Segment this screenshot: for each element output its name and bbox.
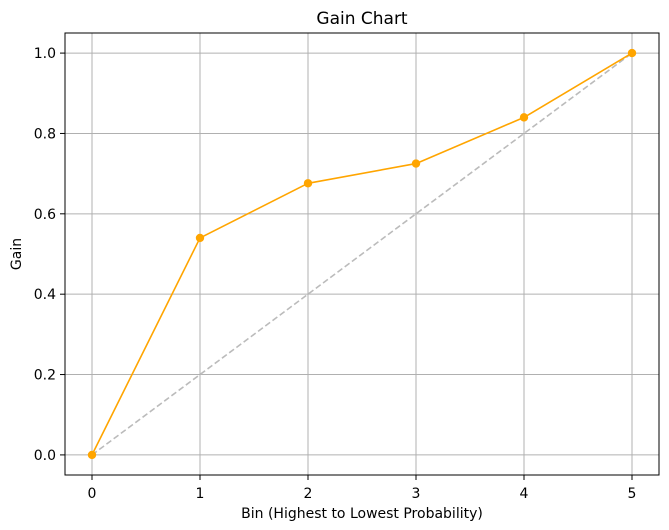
baseline-series-line — [91, 52, 633, 456]
gain-data-point — [195, 233, 205, 243]
x-tick-label: 5 — [628, 486, 637, 502]
x-tick-label: 1 — [196, 486, 205, 502]
gain-data-point — [87, 450, 97, 460]
grid-lines — [65, 33, 659, 475]
y-tick-label: 0.2 — [34, 368, 56, 384]
gain-data-point — [303, 179, 313, 188]
chart-title: Gain Chart — [316, 9, 408, 29]
x-tick-label: 0 — [88, 486, 97, 502]
gain-data-point — [627, 48, 637, 58]
y-tick-label: 1.0 — [34, 46, 56, 62]
series-layer — [87, 48, 637, 460]
x-tick-label: 2 — [304, 486, 313, 502]
y-tick-label: 0.6 — [34, 207, 56, 223]
gain-data-point — [411, 159, 421, 168]
gain-data-point — [519, 113, 529, 122]
y-axis-ticks: 0.0 0.2 0.4 0.6 0.8 1.0 — [34, 46, 65, 464]
x-axis-label: Bin (Highest to Lowest Probability) — [241, 506, 483, 522]
x-tick-label: 4 — [520, 486, 529, 502]
y-tick-label: 0.8 — [34, 126, 56, 142]
x-tick-label: 3 — [412, 486, 421, 502]
x-axis-ticks: 0 1 2 3 4 5 — [88, 475, 637, 502]
y-tick-label: 0.4 — [34, 287, 56, 303]
gain-series-line — [91, 52, 633, 456]
plot-area-frame — [64, 32, 660, 476]
y-tick-label: 0.0 — [34, 448, 56, 464]
y-axis-label: Gain — [9, 238, 25, 270]
